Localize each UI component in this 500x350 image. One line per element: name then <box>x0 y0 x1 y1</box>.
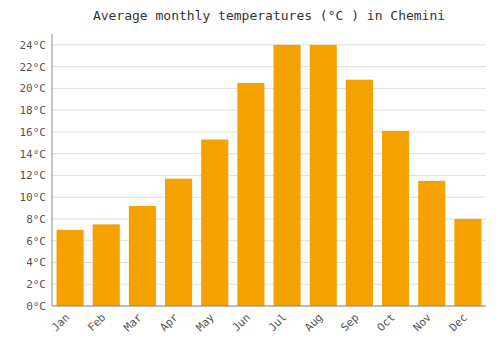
bar <box>165 179 192 306</box>
bar <box>57 230 84 306</box>
bar <box>382 131 409 306</box>
grid <box>52 45 486 306</box>
chart: Average monthly temperatures (°C ) in Ch… <box>0 0 500 350</box>
x-tick-label: Feb <box>85 311 108 334</box>
bar <box>237 83 264 306</box>
bar <box>346 80 373 306</box>
y-tick-label: 6°C <box>26 235 46 248</box>
y-tick-label: 0°C <box>26 300 46 313</box>
grid-line <box>52 175 486 176</box>
bar <box>454 219 481 306</box>
y-tick-label: 14°C <box>20 148 47 161</box>
x-tick-label: Nov <box>411 311 435 335</box>
grid-line <box>52 306 486 307</box>
y-tick-label: 10°C <box>20 191 47 204</box>
grid-line <box>52 153 486 154</box>
y-tick-label: 22°C <box>20 61 47 74</box>
bar <box>129 206 156 306</box>
x-tick-label: Jan <box>49 311 72 334</box>
y-tick-label: 8°C <box>26 213 46 226</box>
x-tick-label: Mar <box>121 311 145 335</box>
x-tick-label: Oct <box>374 311 397 334</box>
x-tick-label: Dec <box>447 311 470 334</box>
y-tick-label: 4°C <box>26 256 46 269</box>
x-tick-label: Aug <box>302 311 325 334</box>
grid-line <box>52 44 486 45</box>
y-axis-line <box>52 34 53 306</box>
x-tick-label: Jul <box>266 311 289 334</box>
y-tick-label: 12°C <box>20 169 47 182</box>
bar <box>274 45 301 306</box>
y-tick-label: 24°C <box>20 39 47 52</box>
grid-line <box>52 88 486 89</box>
y-tick-label: 16°C <box>20 126 47 139</box>
bar <box>310 45 337 306</box>
x-axis-line <box>52 306 486 307</box>
title: Average monthly temperatures (°C ) in Ch… <box>93 8 445 23</box>
bar <box>93 224 120 306</box>
y-tick-label: 2°C <box>26 278 46 291</box>
bar <box>418 181 445 306</box>
x-tick-label: Jun <box>230 311 253 334</box>
x-tick-label: May <box>194 311 218 335</box>
bars <box>57 45 482 306</box>
grid-line <box>52 66 486 67</box>
y-tick-label: 20°C <box>20 82 47 95</box>
bar <box>201 140 228 306</box>
x-tick-label: Apr <box>157 311 181 335</box>
grid-line <box>52 110 486 111</box>
grid-line <box>52 131 486 132</box>
x-tick-label: Sep <box>338 311 361 334</box>
y-tick-label: 18°C <box>20 104 47 117</box>
